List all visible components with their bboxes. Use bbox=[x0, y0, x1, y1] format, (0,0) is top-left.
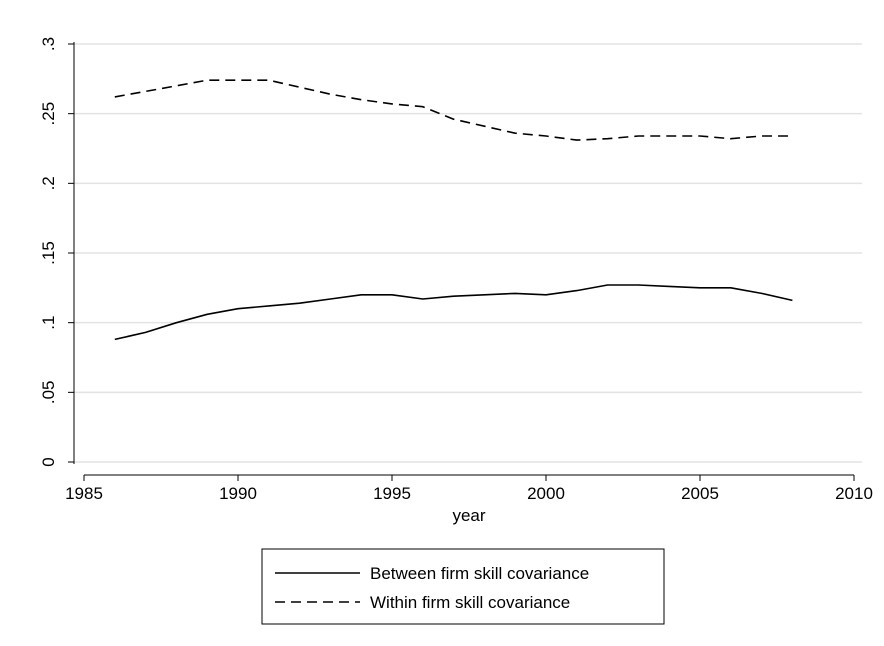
x-tick-label: 2000 bbox=[527, 484, 565, 503]
legend-label: Within firm skill covariance bbox=[370, 593, 570, 612]
series-line-within bbox=[114, 79, 793, 141]
x-tick-label: 1990 bbox=[219, 484, 257, 503]
grid-lines bbox=[74, 43, 862, 463]
legend-label: Between firm skill covariance bbox=[370, 564, 589, 583]
x-tick-label: 2010 bbox=[835, 484, 873, 503]
y-axis: 0 .05 .1 .15 .2 .25 .3 bbox=[39, 37, 75, 467]
y-tick-label: .05 bbox=[39, 381, 58, 405]
x-tick-label: 1995 bbox=[373, 484, 411, 503]
x-tick-label: 1985 bbox=[65, 484, 103, 503]
x-tick-label: 2005 bbox=[681, 484, 719, 503]
x-axis: 1985 1990 1995 2000 2005 2010 bbox=[65, 474, 873, 503]
y-tick-label: 0 bbox=[39, 457, 58, 466]
series-line-between bbox=[114, 284, 793, 341]
y-tick-label: .2 bbox=[39, 176, 58, 190]
legend: Between firm skill covariance Within firm… bbox=[261, 548, 665, 625]
y-tick-label: .15 bbox=[39, 241, 58, 265]
y-tick-label: .1 bbox=[39, 316, 58, 330]
series-lines bbox=[114, 79, 793, 341]
legend-box bbox=[261, 548, 665, 625]
y-tick-label: .3 bbox=[39, 37, 58, 51]
x-axis-title: year bbox=[452, 506, 485, 525]
y-tick-label: .25 bbox=[39, 102, 58, 126]
